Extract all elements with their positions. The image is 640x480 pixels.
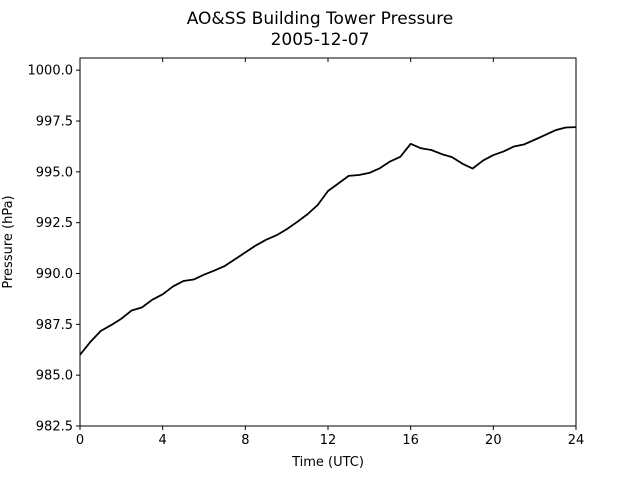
y-tick-label: 997.5 (36, 115, 73, 130)
x-tick-label: 0 (76, 433, 84, 448)
y-axis-label: Pressure (hPa) (1, 195, 16, 288)
x-tick-label: 12 (320, 433, 337, 448)
x-tick-label: 4 (159, 433, 167, 448)
y-tick-label: 995.0 (36, 165, 73, 180)
y-tick-label: 987.5 (36, 318, 73, 333)
x-tick-label: 16 (402, 433, 419, 448)
y-tick-label: 992.5 (36, 216, 73, 231)
chart-subtitle: 2005-12-07 (271, 30, 370, 50)
x-axis-label: Time (UTC) (291, 455, 364, 470)
x-axis: 0 4 8 12 16 20 24 (76, 58, 584, 448)
pressure-series-line (79, 126, 577, 356)
y-tick-label: 985.0 (36, 369, 73, 384)
x-tick-label: 20 (485, 433, 502, 448)
y-tick-label: 1000.0 (28, 64, 74, 79)
plot-frame (79, 57, 577, 427)
y-tick-label: 990.0 (36, 267, 73, 282)
x-tick-label: 8 (241, 433, 249, 448)
y-axis: 982.5 985.0 987.5 990.0 992.5 995.0 997.5 1000.… (28, 64, 80, 435)
x-tick-label: 24 (568, 433, 585, 448)
y-tick-label: 982.5 (36, 420, 73, 435)
chart-title: AO&SS Building Tower Pressure (187, 9, 454, 29)
